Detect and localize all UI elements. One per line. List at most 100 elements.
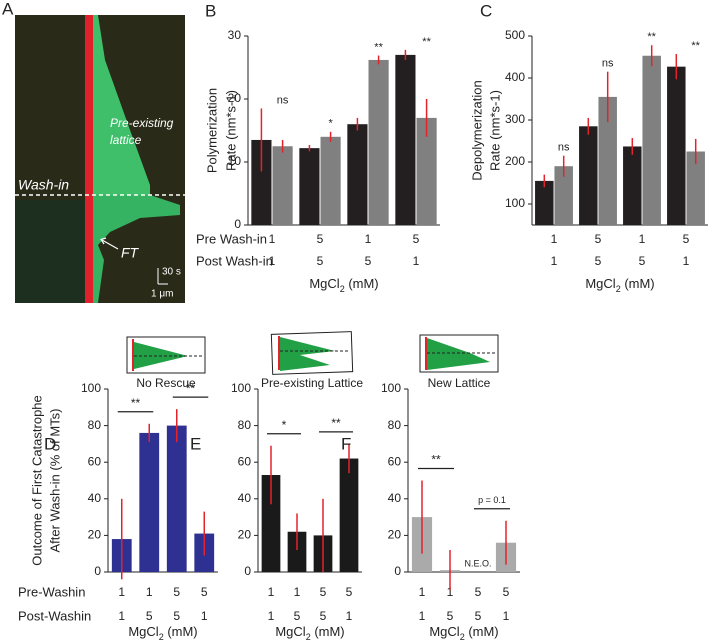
x-tick-label: 1 — [118, 609, 125, 623]
x-tick-label: 5 — [320, 609, 327, 623]
x-tick-label: 5 — [320, 585, 327, 599]
significance-label: p = 0.1 — [478, 495, 506, 505]
panel-letter: F — [341, 434, 351, 453]
x-axis-label-part: MgCl — [128, 624, 158, 639]
x-tick-label: 1 — [346, 609, 353, 623]
y-tick-label: 60 — [388, 454, 402, 468]
significance-label: ** — [131, 396, 141, 410]
inset: Pre-existing Lattice — [261, 331, 363, 390]
y-tick-label: 20 — [228, 91, 242, 105]
bar — [166, 425, 187, 572]
x-tick-label: 5 — [639, 254, 646, 268]
significance-label: ns — [602, 58, 614, 70]
arrow — [101, 239, 119, 250]
x-axis-label: MgCl2 (mM) — [309, 276, 378, 294]
bar — [416, 117, 437, 225]
y-tick-label: 0 — [394, 564, 401, 578]
inset-title: Pre-existing Lattice — [261, 376, 363, 390]
x-tick-label: 1 — [201, 609, 208, 623]
bar — [139, 432, 160, 572]
x-tick-label: 1 — [639, 232, 646, 246]
x-tick-label: 1 — [146, 585, 153, 599]
significance-label: ** — [186, 381, 196, 395]
bar — [395, 54, 416, 226]
y-axis-label: Rate (nm*s-1) — [487, 90, 502, 171]
x-tick-label: 5 — [595, 232, 602, 246]
y-tick-label: 100 — [505, 196, 525, 210]
y-tick-label: 0 — [234, 217, 241, 231]
y-axis-label: Depolymerization — [469, 80, 484, 180]
x-tick-label: 1 — [551, 254, 558, 268]
y-axis-label: Outcome of First Catastrophe — [29, 395, 44, 566]
y-tick-label: 30 — [228, 28, 242, 42]
bar — [579, 126, 598, 225]
significance-label: ** — [331, 416, 341, 430]
value-label: N.E.O. — [464, 558, 491, 568]
x-tick-label: 5 — [683, 232, 690, 246]
x-tick-label: 1 — [551, 232, 558, 246]
significance-label: ** — [431, 453, 441, 467]
panel-letter: C — [480, 1, 492, 20]
y-tick-label: 0 — [244, 564, 251, 578]
bar — [686, 151, 705, 225]
x-tick-label: 1 — [419, 609, 426, 623]
x-axis-label: MgCl2 (mM) — [585, 276, 654, 294]
y-tick-label: 200 — [505, 154, 525, 168]
bar — [368, 59, 389, 225]
bar — [623, 146, 642, 225]
kymograph: Pre-existing lattice Wash-in FT 30 s 1 μ… — [15, 15, 185, 303]
bar — [299, 148, 320, 225]
x-tick-label: 1 — [447, 585, 454, 599]
lattice — [93, 195, 180, 303]
bar — [667, 66, 686, 225]
x-tick-label: 5 — [317, 232, 324, 246]
significance-label: ** — [691, 40, 700, 52]
inset: New Lattice — [419, 334, 499, 390]
significance-label: * — [328, 118, 333, 130]
y-axis-label: Rate (nm*s-1) — [223, 90, 238, 171]
x-tick-label: 5 — [201, 585, 208, 599]
lattice — [427, 338, 490, 370]
y-tick-label: 60 — [238, 454, 252, 468]
annotation: Wash-in — [18, 177, 69, 193]
x-tick-label: 5 — [503, 585, 510, 599]
x-tick-label: 5 — [173, 585, 180, 599]
x-tick-label: 5 — [475, 609, 482, 623]
annotation: lattice — [110, 133, 142, 147]
row-label: Pre Wash-in — [196, 231, 267, 246]
x-axis-label: MgCl2 (mM) — [429, 624, 498, 642]
x-axis-label-part: MgCl — [309, 276, 339, 291]
x-tick-label: 5 — [595, 254, 602, 268]
x-tick-label: 1 — [365, 232, 372, 246]
x-tick-label: 1 — [683, 254, 690, 268]
bar — [251, 139, 272, 225]
x-tick-label: 5 — [365, 254, 372, 268]
scale-label: 30 s — [162, 267, 181, 278]
panel-letter: D — [44, 434, 56, 453]
lattice — [93, 15, 150, 195]
significance-label: ns — [277, 94, 289, 106]
y-tick-label: 80 — [238, 418, 252, 432]
y-tick-label: 400 — [505, 70, 525, 84]
row-label: Post Wash-in — [196, 253, 273, 268]
row-label: Post-Washin — [18, 608, 91, 623]
y-tick-label: 0 — [94, 564, 101, 578]
x-tick-label: 5 — [346, 585, 353, 599]
y-tick-label: 10 — [228, 154, 242, 168]
x-tick-label: 5 — [447, 609, 454, 623]
x-axis-label-part: (mM) — [465, 624, 499, 639]
lattice — [280, 337, 335, 371]
y-axis-label: After Wash-in (% of MTs) — [47, 409, 62, 553]
inset-title: No Rescue — [136, 376, 196, 390]
inset: No Rescue — [126, 336, 206, 390]
x-axis-label-part: 2 — [306, 632, 311, 642]
x-axis-label-part: 2 — [616, 284, 621, 294]
significance-label: ns — [558, 142, 570, 154]
x-tick-label: 1 — [268, 585, 275, 599]
x-axis-label-part: 2 — [159, 632, 164, 642]
x-axis-label-part: (mM) — [621, 276, 655, 291]
x-axis-label-part: (mM) — [345, 276, 379, 291]
panel-letter: B — [205, 1, 216, 20]
significance-label: ** — [647, 31, 656, 43]
y-tick-label: 500 — [505, 28, 525, 42]
